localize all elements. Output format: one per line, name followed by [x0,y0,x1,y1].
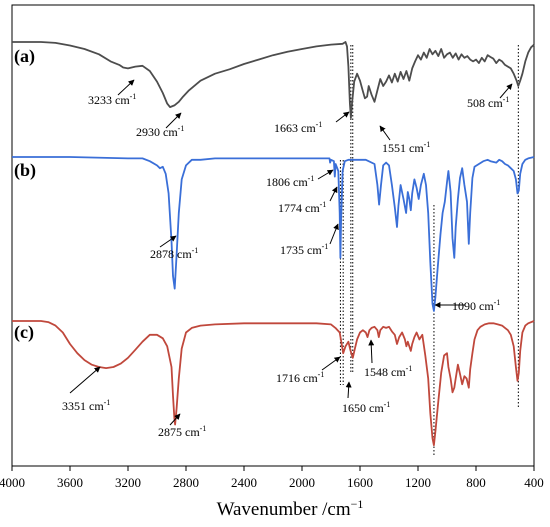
peak-label: 1551 cm-1 [382,140,430,155]
peak-label: 2930 cm-1 [136,124,184,139]
x-tick-label: 2000 [289,475,315,490]
panel-labels: (a) (b) (c) [14,46,36,343]
peak-label: 3233 cm-1 [88,92,136,107]
peak-label: 1650 cm-1 [342,400,390,415]
annotation-arrow [345,381,352,399]
plot-frame [11,4,535,467]
x-tick-label: 2800 [173,475,199,490]
peak-label: 1716 cm-1 [276,370,324,385]
spectrum-line-b [12,156,535,312]
reference-lines [339,45,519,456]
peak-label: 508 cm-1 [467,95,509,110]
x-tick-label: 3600 [57,475,83,490]
annotation-arrow [329,223,339,245]
panel-label: (a) [14,46,35,67]
annotation-arrow [329,186,338,202]
annotation-arrow [159,235,177,248]
annotation-arrow [69,366,101,394]
annotation-arrow [317,169,334,180]
annotation-arrow [165,112,182,129]
x-tick-label: 4000 [0,475,25,490]
annotation-arrow [379,125,391,141]
x-tick-label: 2400 [231,475,257,490]
peak-label: 1090 cm-1 [452,298,500,313]
panel-label: (b) [14,160,36,181]
annotation-arrow [335,111,350,123]
peak-annotations: 3233 cm-1 2930 cm-1 1663 cm-1 1551 cm-1 508 … [62,79,513,439]
peak-label: 2878 cm-1 [150,246,198,261]
peak-label: 1548 cm-1 [364,364,412,379]
spectrum-line-c [12,320,535,447]
spectra [12,41,535,447]
peak-label: 1663 cm-1 [274,120,322,135]
peak-label: 1806 cm-1 [266,174,314,189]
x-tick-label: 1200 [405,475,431,490]
x-tick-label: 3200 [115,475,141,490]
x-tick-label: 800 [466,475,486,490]
peak-label: 3351 cm-1 [62,398,110,413]
x-axis-title: Wavenumber /cm−1 [217,497,364,520]
peak-label: 1735 cm-1 [280,242,328,257]
annotation-arrow [117,79,135,96]
x-tick-label: 1600 [347,475,373,490]
peak-label: 2875 cm-1 [158,424,206,439]
spectrum-line-a [12,41,535,119]
annotation-arrow [169,413,181,426]
annotation-arrow [321,356,341,371]
annotation-arrow [368,339,375,364]
annotation-arrow [499,83,513,99]
panel-label: (c) [14,322,34,343]
x-tick-label: 400 [524,475,544,490]
peak-label: 1774 cm-1 [278,200,326,215]
x-axis: 4000 3600 3200 2800 2400 2000 1600 1200 800 400 [0,466,544,490]
